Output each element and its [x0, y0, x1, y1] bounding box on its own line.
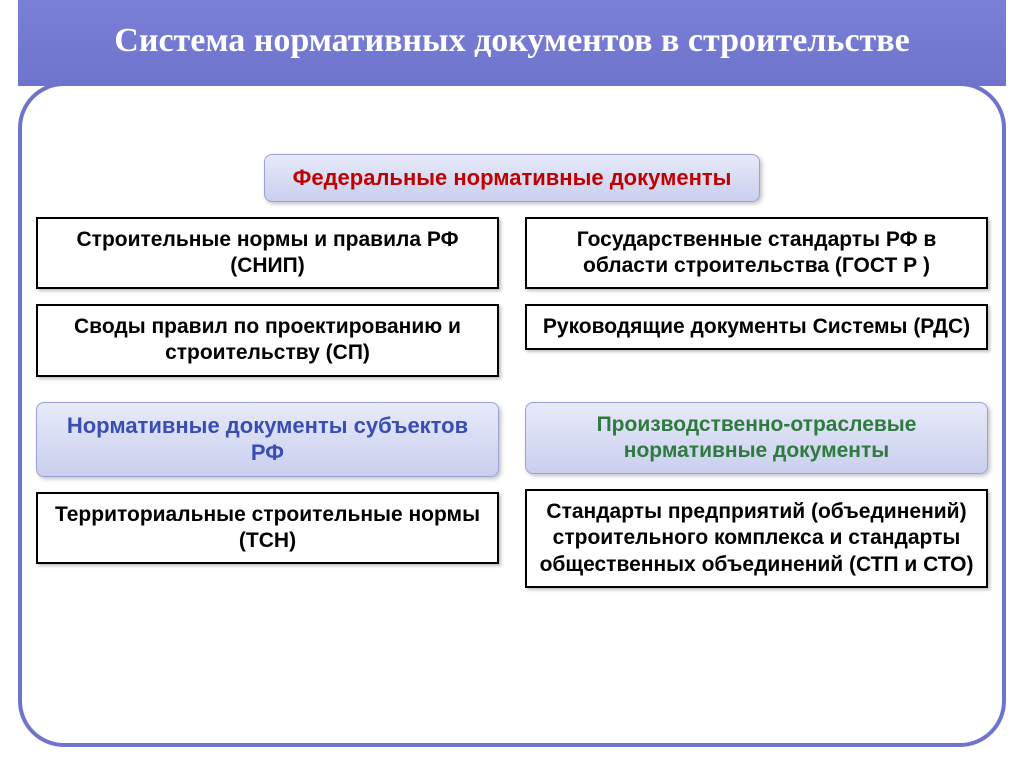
doc-sp: Своды правил по проектированию и строите… — [36, 304, 499, 377]
doc-tsn: Территориальные строительные нормы (ТСН) — [36, 492, 499, 565]
slide-title: Система нормативных документов в строите… — [18, 0, 1006, 86]
subjects-header: Нормативные документы субъектов РФ — [36, 402, 499, 477]
doc-stp-sto: Стандарты предприятий (объединений) стро… — [525, 489, 988, 588]
diagram-content: Федеральные нормативные документы Строит… — [36, 154, 988, 588]
industry-header: Производственно-отраслевые нормативные д… — [525, 402, 988, 475]
doc-rds: Руководящие документы Системы (РДС) — [525, 304, 988, 350]
federal-header: Федеральные нормативные документы — [264, 154, 761, 202]
federal-docs: Строительные нормы и правила РФ (СНИП) С… — [36, 217, 988, 377]
lower-sections: Нормативные документы субъектов РФ Терри… — [36, 402, 988, 588]
doc-gost: Государственные стандарты РФ в области с… — [525, 217, 988, 290]
doc-snip: Строительные нормы и правила РФ (СНИП) — [36, 217, 499, 290]
